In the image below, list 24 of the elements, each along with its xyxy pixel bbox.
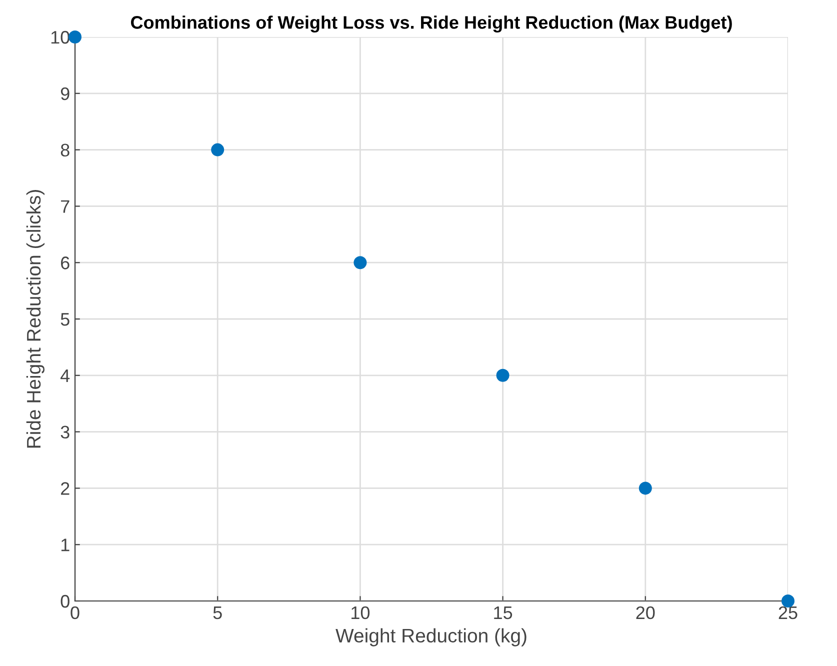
x-axis-title: Weight Reduction (kg) [336, 628, 526, 646]
point [638, 482, 652, 495]
y-tick-label: 7 [61, 200, 70, 213]
point [354, 256, 367, 270]
x-tick-label: 20 [636, 606, 655, 620]
y-tick-label: 2 [61, 482, 70, 495]
y-tick-label: 4 [60, 370, 70, 382]
x-tick-label: 10 [352, 606, 370, 620]
y-tick-label: 6 [61, 256, 70, 270]
y-tick-label: 3 [60, 426, 70, 439]
chart-title: Combinations of Weight Loss vs. Ride Height Reduction (Max Budget) [130, 16, 732, 32]
y-axis-title: Ride Height Reduction (clicks) [26, 190, 44, 448]
point [211, 143, 224, 156]
y-tick-label: 0 [60, 594, 70, 608]
y-tick-label: 5 [60, 313, 70, 326]
x-tick-label: 25 [778, 606, 798, 620]
point [496, 368, 510, 382]
y-tick-label: 10 [51, 30, 70, 44]
x-tick-label: 15 [494, 606, 512, 620]
x-tick-label: 5 [213, 606, 222, 620]
y-tick-label: 1 [61, 538, 70, 552]
y-tick-label: 8 [60, 144, 70, 157]
x-tick-label: 0 [70, 606, 80, 620]
y-tick-label: 9 [60, 87, 70, 100]
